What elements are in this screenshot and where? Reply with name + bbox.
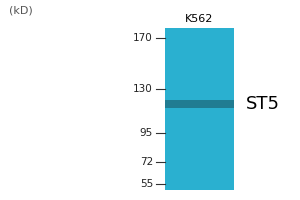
Text: 130: 130 [133, 84, 153, 94]
Text: ST5: ST5 [246, 95, 280, 113]
Bar [165, 28, 234, 190]
Text: K562: K562 [185, 14, 214, 24]
Text: 55: 55 [140, 179, 153, 189]
Text: 72: 72 [140, 157, 153, 167]
Bar [165, 100, 234, 108]
Text: (kD): (kD) [9, 5, 33, 15]
Text: 170: 170 [133, 33, 153, 43]
Text: 95: 95 [140, 128, 153, 138]
